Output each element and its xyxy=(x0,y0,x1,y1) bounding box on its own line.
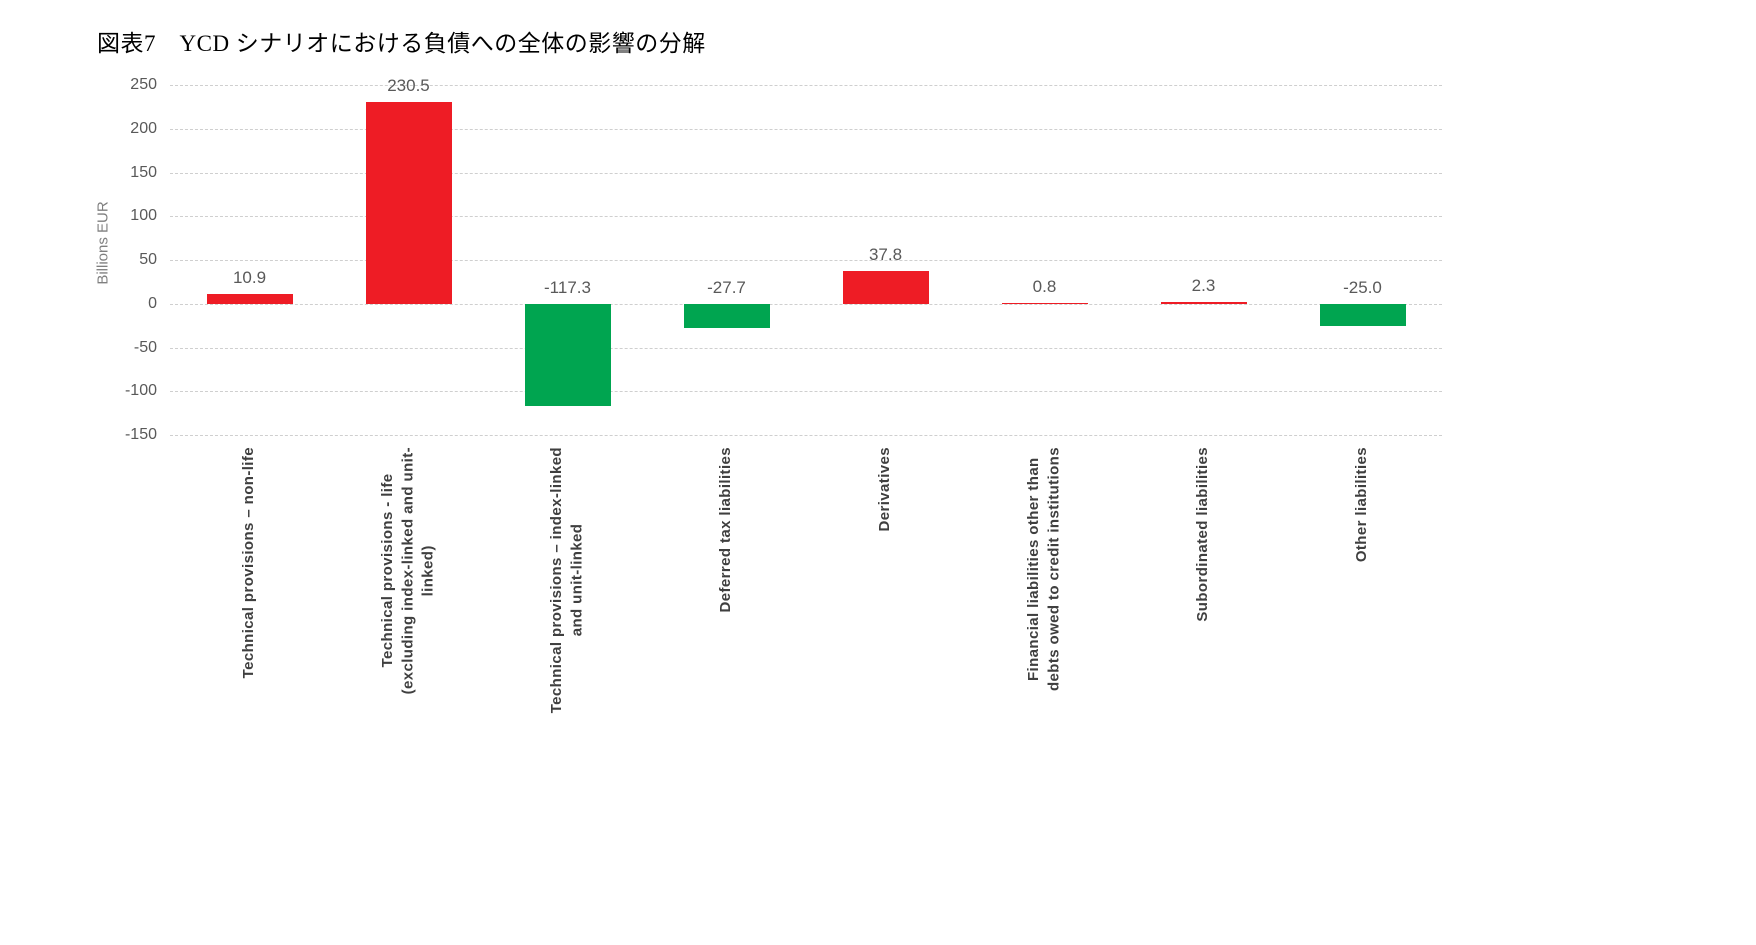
x-axis-category-label: Financial liabilities other than debts o… xyxy=(965,447,1124,817)
x-axis-labels: Technical provisions – non-life Technical… xyxy=(170,447,1442,817)
x-axis-category-text: Derivatives xyxy=(876,447,894,532)
gridline xyxy=(170,391,1442,393)
x-axis-category-label: Subordinated liabilities xyxy=(1124,447,1283,817)
gridline xyxy=(170,85,1442,86)
bar-value-label: 2.3 xyxy=(1191,275,1216,295)
y-axis: 250 200 150 100 50 0 -50 -100 -150 xyxy=(0,76,170,443)
y-axis-tick-label: -100 xyxy=(124,382,157,400)
y-axis-tick-label: -150 xyxy=(124,426,157,443)
gridline xyxy=(170,347,1442,349)
bar-value-label: 230.5 xyxy=(387,76,430,96)
bar-value-label: -25.0 xyxy=(1343,277,1382,297)
gridline xyxy=(170,260,1442,261)
y-axis-tick-label: 200 xyxy=(130,119,157,137)
x-axis-category-label: Technical provisions – index-linked and … xyxy=(488,447,647,817)
x-axis-category-label: Other liabilities xyxy=(1283,447,1442,817)
x-axis-category-text: Subordinated liabilities xyxy=(1194,447,1212,622)
bar-8 xyxy=(1319,303,1406,326)
x-axis-category-label: Technical provisions - life (excluding i… xyxy=(329,447,488,817)
bar-value-label: 0.8 xyxy=(1032,277,1057,297)
bar-6 xyxy=(1001,303,1088,304)
y-axis-tick-label: 150 xyxy=(130,163,157,181)
figure-title: 図表7 YCD シナリオにおける負債への全体の影響の分解 xyxy=(97,31,706,56)
bar-2 xyxy=(365,102,452,304)
bar-value-label: 10.9 xyxy=(232,268,267,288)
gridline xyxy=(170,216,1442,218)
x-axis-category-text: Technical provisions - life (excluding i… xyxy=(379,447,437,695)
bar-3 xyxy=(524,303,611,407)
y-axis-tick-label: 250 xyxy=(130,76,157,93)
y-axis-tick-label: 0 xyxy=(148,294,157,312)
x-axis-category-text: Financial liabilities other than debts o… xyxy=(1025,447,1063,692)
x-axis-category-text: Other liabilities xyxy=(1353,447,1371,563)
x-axis-category-label: Derivatives xyxy=(806,447,965,817)
y-axis-tick-label: 100 xyxy=(130,207,157,225)
gridline xyxy=(170,435,1442,436)
x-axis-category-text: Technical provisions – index-linked and … xyxy=(548,447,586,714)
x-axis-category-label: Deferred tax liabilities xyxy=(647,447,806,817)
bar-5 xyxy=(842,270,929,304)
plot-area: 10.9 230.5 -117.3 -27.7 37.8 0.8 2.3 -25.0 xyxy=(170,76,1442,436)
gridline xyxy=(170,172,1442,174)
bar-4 xyxy=(683,303,770,328)
y-axis-tick-label: -50 xyxy=(133,338,157,356)
bar-7 xyxy=(1160,301,1247,304)
gridline xyxy=(170,128,1442,130)
bar-1 xyxy=(206,294,293,304)
bar-value-label: -27.7 xyxy=(707,277,746,297)
x-axis-category-label: Technical provisions – non-life xyxy=(170,447,329,817)
y-axis-tick-label: 50 xyxy=(139,251,157,268)
x-axis-category-text: Deferred tax liabilities xyxy=(717,447,735,613)
x-axis-category-text: Technical provisions – non-life xyxy=(240,447,258,679)
bar-value-label: 37.8 xyxy=(868,244,903,264)
gridline xyxy=(170,303,1442,305)
bar-value-label: -117.3 xyxy=(544,277,591,297)
